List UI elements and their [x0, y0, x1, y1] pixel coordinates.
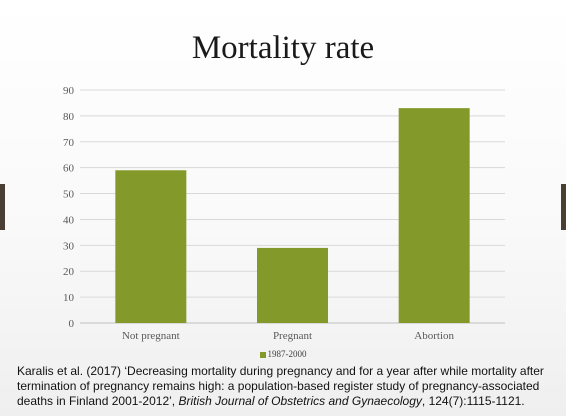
chart-title: Mortality rate	[191, 30, 375, 66]
legend-swatch	[259, 351, 266, 358]
citation: Karalis et al. (2017) ‘Decreasing mortal…	[17, 364, 562, 409]
y-tick-label: 90	[63, 85, 75, 97]
bar-abortion	[398, 108, 470, 323]
x-axis-category-labels: Not pregnant Pregnant Abortion	[122, 330, 455, 342]
citation-text: Karalis et al. (2017) ‘Decreasing mortal…	[17, 364, 544, 408]
next-slide-arrow-icon[interactable]	[561, 184, 566, 230]
x-category-label: Abortion	[414, 330, 454, 342]
y-tick-label: 60	[63, 163, 75, 175]
y-tick-label: 0	[69, 318, 75, 330]
y-tick-label: 20	[63, 266, 75, 278]
bar-chart: 0 10 20 30 40 50 60 70 80 90 Not pregnant Pregnant…	[63, 85, 505, 342]
bar-not-pregnant	[115, 170, 187, 323]
previous-slide-arrow-icon[interactable]	[0, 184, 5, 230]
x-category-label: Not pregnant	[122, 330, 180, 342]
y-tick-label: 50	[63, 189, 75, 201]
y-tick-label: 10	[63, 292, 75, 304]
bar-pregnant	[257, 247, 328, 323]
y-axis-tick-labels: 0 10 20 30 40 50 60 70 80 90	[63, 85, 75, 330]
y-tick-label: 80	[63, 111, 75, 123]
citation-journal: British Journal of Obstetrics and Gynaec…	[178, 394, 422, 408]
citation-details: , 124(7):1115-1121.	[421, 394, 525, 408]
legend-label: 1987-2000	[267, 349, 307, 359]
y-tick-label: 40	[63, 214, 75, 226]
bars	[115, 108, 470, 323]
x-category-label: Pregnant	[273, 330, 312, 342]
y-tick-label: 30	[63, 240, 75, 252]
chart-legend: 1987-2000	[0, 349, 566, 359]
y-tick-label: 70	[63, 137, 75, 149]
